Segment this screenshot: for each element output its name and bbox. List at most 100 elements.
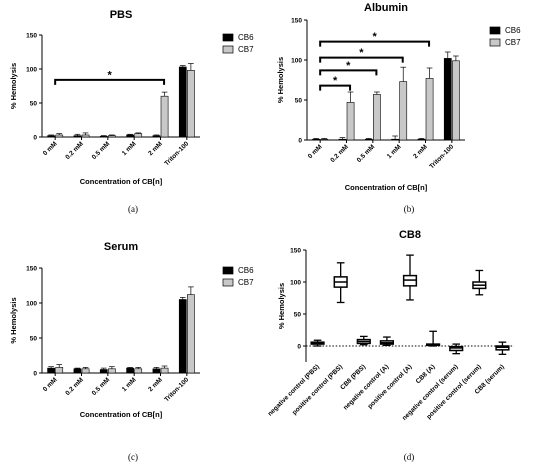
x-axis-label: Concentration of CB[n] <box>80 177 163 186</box>
bar-cb6 <box>126 367 134 374</box>
x-tick-label: CB8 (A) <box>415 363 437 385</box>
y-tick-label: 50 <box>295 97 303 104</box>
y-tick-label: 50 <box>30 100 38 107</box>
chart-panel-1: 0 50 100 150 % Hemolysis Albumin (b) 0 mM 0.2 mM… <box>276 2 521 214</box>
chart-title: Albumin <box>364 2 408 14</box>
bar-cb7 <box>108 368 116 374</box>
significance-star: * <box>333 75 338 87</box>
y-axis-label: % Hemolysis <box>9 297 18 343</box>
y-tick-label: 0 <box>33 370 37 377</box>
bar-cb7 <box>134 368 143 374</box>
legend-label: CB6 <box>238 266 254 275</box>
chart-title: Serum <box>104 241 138 253</box>
y-tick-label: 0 <box>33 134 37 141</box>
significance-bracket <box>319 56 404 63</box>
panel-label: (d) <box>404 452 415 462</box>
significance-bracket <box>54 78 166 85</box>
bar-cb7 <box>452 60 460 141</box>
x-tick-label: 0.5 mM <box>356 143 377 164</box>
bar-cb6 <box>178 299 187 374</box>
legend-label: CB6 <box>238 33 254 42</box>
x-tick-label: 0.5 mM <box>91 140 112 161</box>
x-tick-label: 0 mM <box>42 140 59 157</box>
x-tick-label: 2 mM <box>412 143 429 160</box>
x-tick-label: 2 mM <box>147 376 164 393</box>
y-axis-label: % Hemolysis <box>276 57 285 103</box>
y-tick-label: 150 <box>291 17 302 24</box>
bar-cb6 <box>73 368 82 374</box>
chart-panel-2: 0 50 100 150 % Hemolysis Serum (c) 0 mM 0.2 mM 0.… <box>9 241 254 462</box>
significance-star: * <box>359 47 364 59</box>
bar-cb7 <box>160 367 169 374</box>
significance-star: * <box>107 69 112 81</box>
bar-cb6 <box>178 66 187 138</box>
significance-bracket <box>319 69 378 76</box>
x-tick-label: 0.5 mM <box>91 376 112 397</box>
x-axis-label: Concentration of CB[n] <box>80 410 163 419</box>
y-tick-label: 100 <box>26 66 37 73</box>
legend-label: CB7 <box>238 45 254 54</box>
bar-cb7 <box>187 70 195 138</box>
bar-cb7 <box>373 94 381 141</box>
bar-cb6 <box>417 138 426 141</box>
x-tick-label: 1 mM <box>121 140 138 157</box>
bar-cb6 <box>338 138 347 141</box>
bar-cb7 <box>160 95 169 138</box>
bar-cb7 <box>320 138 329 141</box>
bar-cb6 <box>152 368 161 374</box>
bar-cb7 <box>81 134 90 138</box>
legend-label: CB7 <box>505 38 521 47</box>
y-tick-label: 100 <box>290 279 301 286</box>
bar-cb6 <box>152 135 161 138</box>
bar-cb6 <box>443 58 452 141</box>
legend-label: CB6 <box>505 26 521 35</box>
legend-swatch-cb7 <box>222 45 234 54</box>
significance-bracket <box>319 84 352 91</box>
y-tick-label: 150 <box>290 247 301 254</box>
y-tick-label: 0 <box>297 343 301 350</box>
chart-title: PBS <box>110 9 133 21</box>
bar-cb7 <box>346 102 355 141</box>
bar-cb6 <box>364 138 373 141</box>
significance-star: * <box>346 60 351 72</box>
bar-cb6 <box>47 367 55 374</box>
x-tick-label: 0 mM <box>307 143 324 160</box>
y-tick-label: 50 <box>30 335 38 342</box>
x-tick-label: 0.2 mM <box>64 140 85 161</box>
legend-label: CB7 <box>238 278 254 287</box>
bar-cb6 <box>312 138 320 141</box>
bar-cb6 <box>99 369 108 374</box>
bar-cb7 <box>425 78 434 141</box>
legend-swatch-cb6 <box>222 266 234 275</box>
bar-cb7 <box>55 367 64 374</box>
chart-panel-0: 0 50 100 150 % Hemolysis PBS (a) 0 mM 0.2 mM 0.5 … <box>9 9 254 214</box>
y-tick-label: 0 <box>298 137 302 144</box>
bar-cb6 <box>391 138 399 141</box>
bar-cb7 <box>187 294 195 374</box>
y-axis-label: % Hemolysis <box>277 283 286 329</box>
legend-swatch-cb7 <box>222 278 234 287</box>
x-tick-label: 0.2 mM <box>64 376 85 397</box>
x-tick-label: Triton-100 <box>163 140 190 167</box>
x-tick-label: Triton-100 <box>428 143 455 170</box>
x-tick-label: 1 mM <box>386 143 403 160</box>
bar-cb6 <box>73 135 82 138</box>
panel-label: (a) <box>128 204 138 214</box>
legend-swatch-cb6 <box>222 33 234 42</box>
bar-cb6 <box>47 135 55 138</box>
legend-swatch-cb6 <box>489 26 501 35</box>
panel-label: (b) <box>404 204 415 214</box>
panel-label: (c) <box>128 452 138 462</box>
bar-cb7 <box>55 134 64 138</box>
y-tick-label: 100 <box>26 300 37 307</box>
x-tick-label: 2 mM <box>147 140 164 157</box>
y-axis-label: % Hemolysis <box>9 63 18 109</box>
bar-cb6 <box>126 134 134 138</box>
x-axis-label: Concentration of CB[n] <box>345 183 428 192</box>
x-tick-label: Triton-100 <box>163 376 190 403</box>
bar-cb7 <box>108 135 116 138</box>
x-tick-label: positive control (A) <box>367 363 414 410</box>
y-tick-label: 150 <box>26 265 37 272</box>
